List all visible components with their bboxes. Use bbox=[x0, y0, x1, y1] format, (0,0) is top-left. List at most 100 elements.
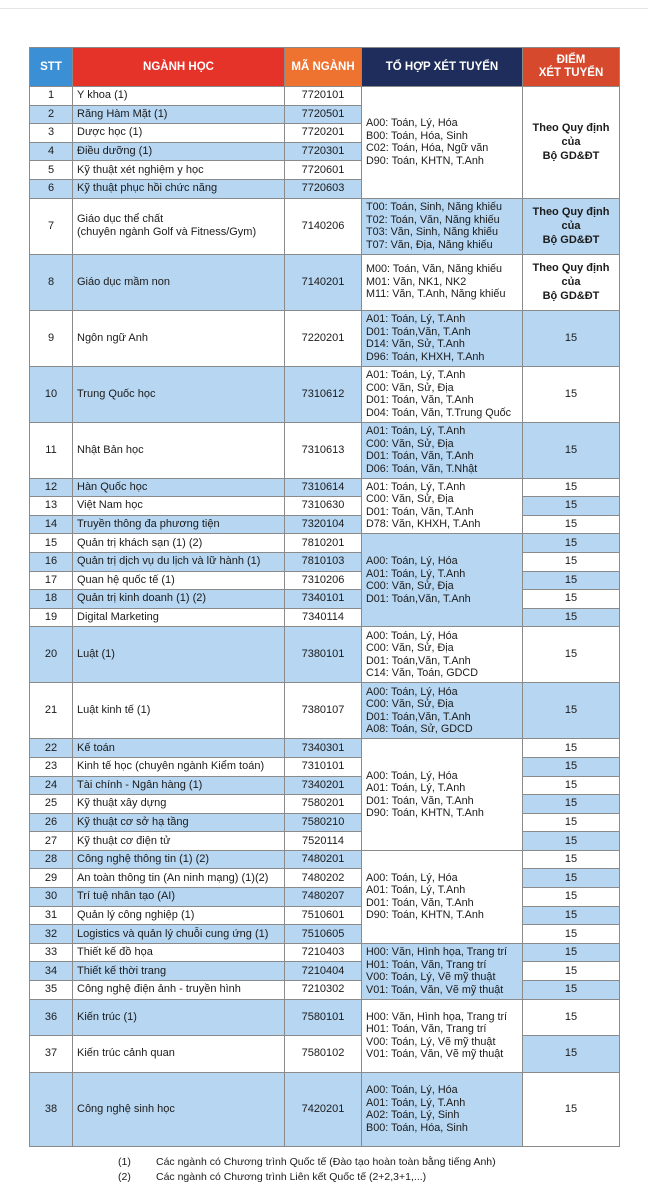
subject-combo-line: C00: Văn, Sử, Địa bbox=[366, 437, 454, 450]
major-name-line: Thiết kế đồ họa bbox=[77, 946, 153, 959]
cell-stt: 27 bbox=[29, 831, 73, 851]
major-name-line: Giáo dục mầm non bbox=[77, 275, 170, 288]
cell-major-code: 7220201 bbox=[284, 309, 362, 367]
cell-stt: 7 bbox=[29, 197, 73, 255]
cell-admission-score: 15 bbox=[522, 551, 620, 572]
cell-major-name: Thiết kế đồ họa bbox=[72, 942, 285, 963]
cell-major-code: 7720101 bbox=[284, 86, 362, 106]
cell-major-name: Ngôn ngữ Anh bbox=[72, 309, 285, 367]
major-name-line: Việt Nam học bbox=[77, 499, 143, 512]
cell-major-code: 7520114 bbox=[284, 831, 362, 851]
cell-major-code: 7310614 bbox=[284, 477, 362, 498]
cell-admission-score: Theo Quy định của Bộ GD&ĐT bbox=[522, 197, 620, 255]
major-name-line: Công nghệ điện ảnh - truyền hình bbox=[77, 983, 241, 996]
cell-admission-score: 15 bbox=[522, 980, 620, 1000]
cell-admission-score: 15 bbox=[522, 812, 620, 833]
subject-combo-line: T03: Văn, Sinh, Năng khiếu bbox=[366, 226, 499, 239]
score-line: Bộ GD&ĐT bbox=[542, 150, 600, 163]
cell-subject-combos: A00: Toán, Lý, Hóa A01: Toán, Lý, T.Anh C0… bbox=[361, 533, 523, 628]
cell-admission-score: Theo Quy định của Bộ GD&ĐT bbox=[522, 253, 620, 311]
header-score: ĐIỂM XÉT TUYỂN bbox=[522, 47, 620, 87]
cell-major-code: 7210404 bbox=[284, 961, 362, 982]
cell-major-code: 7310206 bbox=[284, 570, 362, 591]
header-code: MÃ NGÀNH bbox=[284, 47, 362, 87]
major-name-line: Kinh tế học (chuyên ngành Kiểm toán) bbox=[77, 760, 265, 773]
cell-admission-score: 15 bbox=[522, 1035, 620, 1073]
header-score-line: ĐIỂM bbox=[556, 54, 586, 66]
cell-stt: 37 bbox=[29, 1035, 73, 1073]
major-name-line: Luật kinh tế (1) bbox=[77, 704, 151, 717]
major-name-line: Kiến trúc cảnh quan bbox=[77, 1047, 175, 1060]
cell-major-name: Luật (1) bbox=[72, 626, 285, 684]
subject-combo-line: A08: Toán, Sử, GDCD bbox=[366, 723, 473, 736]
major-name-line: Răng Hàm Mặt (1) bbox=[77, 107, 168, 120]
cell-admission-score: 15 bbox=[522, 421, 620, 479]
cell-admission-score: 15 bbox=[522, 496, 620, 516]
cell-stt: 14 bbox=[29, 514, 73, 535]
cell-major-name: Kế toán bbox=[72, 738, 285, 758]
cell-stt: 25 bbox=[29, 794, 73, 814]
subject-combo-line: D04: Toán, Văn, T.Trung Quốc bbox=[366, 406, 512, 419]
subject-combo-line: A00: Toán, Lý, Hóa bbox=[366, 629, 458, 642]
cell-stt: 18 bbox=[29, 589, 73, 609]
cell-subject-combos: H00: Văn, Hình họa, Trang trí H01: Toán, … bbox=[361, 942, 523, 1000]
footnote-text: Các ngành có Chương trình Quốc tế (Đào t… bbox=[156, 1156, 496, 1168]
cell-major-name: Truyền thông đa phương tiện bbox=[72, 514, 285, 535]
table-row: 16 Quản trị dịch vụ du lịch và lữ hành (1… bbox=[29, 551, 620, 572]
table-row: 26 Kỹ thuật cơ sở hạ tầng 7580210 15 bbox=[29, 812, 620, 833]
cell-subject-combos: A00: Toán, Lý, Hóa C00: Văn, Sử, Địa D01: … bbox=[361, 626, 523, 684]
cell-major-name: Quản lý công nghiệp (1) bbox=[72, 905, 285, 926]
subject-combo-line: D14: Văn, Sử, T.Anh bbox=[366, 338, 465, 351]
cell-major-code: 7720601 bbox=[284, 160, 362, 180]
cell-stt: 22 bbox=[29, 738, 73, 758]
subject-combo-line: M01: Văn, NK1, NK2 bbox=[366, 275, 467, 288]
cell-admission-score: 15 bbox=[522, 942, 620, 963]
major-name-line: Dược học (1) bbox=[77, 126, 143, 139]
major-name-line: Hàn Quốc học bbox=[77, 480, 148, 493]
subject-combo-line: H00: Văn, Hình họa, Trang trí bbox=[366, 946, 508, 959]
subject-combo-line: D01: Toán,Văn, T.Anh bbox=[366, 325, 471, 338]
major-name-line: Công nghệ sinh học bbox=[77, 1102, 175, 1115]
table-row: 29 An toàn thông tin (An ninh mạng) (1)(2… bbox=[29, 868, 620, 889]
score-line: Theo Quy định bbox=[532, 122, 610, 135]
major-name-line: (chuyên ngành Golf và Fitness/Gym) bbox=[77, 226, 257, 239]
cell-stt: 13 bbox=[29, 496, 73, 516]
cell-stt: 10 bbox=[29, 365, 73, 423]
cell-stt: 9 bbox=[29, 309, 73, 367]
table-row: 34 Thiết kế thời trang 7210404 15 bbox=[29, 961, 620, 982]
cell-major-code: 7720201 bbox=[284, 123, 362, 143]
cell-major-name: Digital Marketing bbox=[72, 607, 285, 628]
table-row: 30 Trí tuệ nhân tạo (AI) 7480207 15 bbox=[29, 887, 620, 907]
cell-stt: 35 bbox=[29, 980, 73, 1000]
major-name-line: Quản trị kinh doanh (1) (2) bbox=[77, 592, 207, 605]
table-row: 5 Kỹ thuật xét nghiệm y học 7720601 bbox=[29, 160, 620, 180]
major-name-line: Tài chính - Ngân hàng (1) bbox=[77, 778, 203, 791]
cell-stt: 26 bbox=[29, 812, 73, 833]
cell-major-name: Y khoa (1) bbox=[72, 86, 285, 106]
cell-major-name: Kiến trúc cảnh quan bbox=[72, 1035, 285, 1073]
table-row: 7 Giáo dục thể chất (chuyên ngành Golf và … bbox=[29, 197, 620, 255]
footnote-mark: (2) bbox=[118, 1171, 131, 1183]
subject-combo-line: A01: Toán, Lý, T.Anh bbox=[366, 369, 466, 382]
cell-major-name: Quản trị kinh doanh (1) (2) bbox=[72, 589, 285, 609]
cell-stt: 12 bbox=[29, 477, 73, 498]
cell-admission-score: Theo Quy định của Bộ GD&ĐT bbox=[522, 86, 620, 199]
subject-combo-line: H00: Văn, Hình họa, Trang trí bbox=[366, 1010, 508, 1023]
cell-subject-combos: A00: Toán, Lý, Hóa A01: Toán, Lý, T.Anh D0… bbox=[361, 738, 523, 851]
major-name-line: Luật (1) bbox=[77, 648, 115, 661]
footnote: (1) Các ngành có Chương trình Quốc tế (Đà… bbox=[118, 1155, 496, 1170]
header-combo: TỔ HỢP XÉT TUYỂN bbox=[361, 47, 523, 87]
subject-combo-line: D01: Toán,Văn, T.Anh bbox=[366, 710, 471, 723]
subject-combo-line: T07: Văn, Địa, Năng khiếu bbox=[366, 238, 493, 251]
cell-admission-score: 15 bbox=[522, 477, 620, 498]
cell-major-code: 7140201 bbox=[284, 253, 362, 311]
subject-combo-line: A01: Toán, Lý, T.Anh bbox=[366, 782, 466, 795]
cell-major-name: Kỹ thuật phục hồi chức năng bbox=[72, 178, 285, 199]
subject-combo-line: D01: Toán, Văn, T.Anh bbox=[366, 505, 474, 518]
table-row: 6 Kỹ thuật phục hồi chức năng 7720603 bbox=[29, 178, 620, 199]
subject-combo-line: D01: Toán, Văn, T.Anh bbox=[366, 450, 474, 463]
score-line: của bbox=[561, 136, 581, 149]
cell-major-code: 7510601 bbox=[284, 905, 362, 926]
table-row: 9 Ngôn ngữ Anh 7220201 A01: Toán, Lý, T.Anh… bbox=[29, 309, 620, 367]
